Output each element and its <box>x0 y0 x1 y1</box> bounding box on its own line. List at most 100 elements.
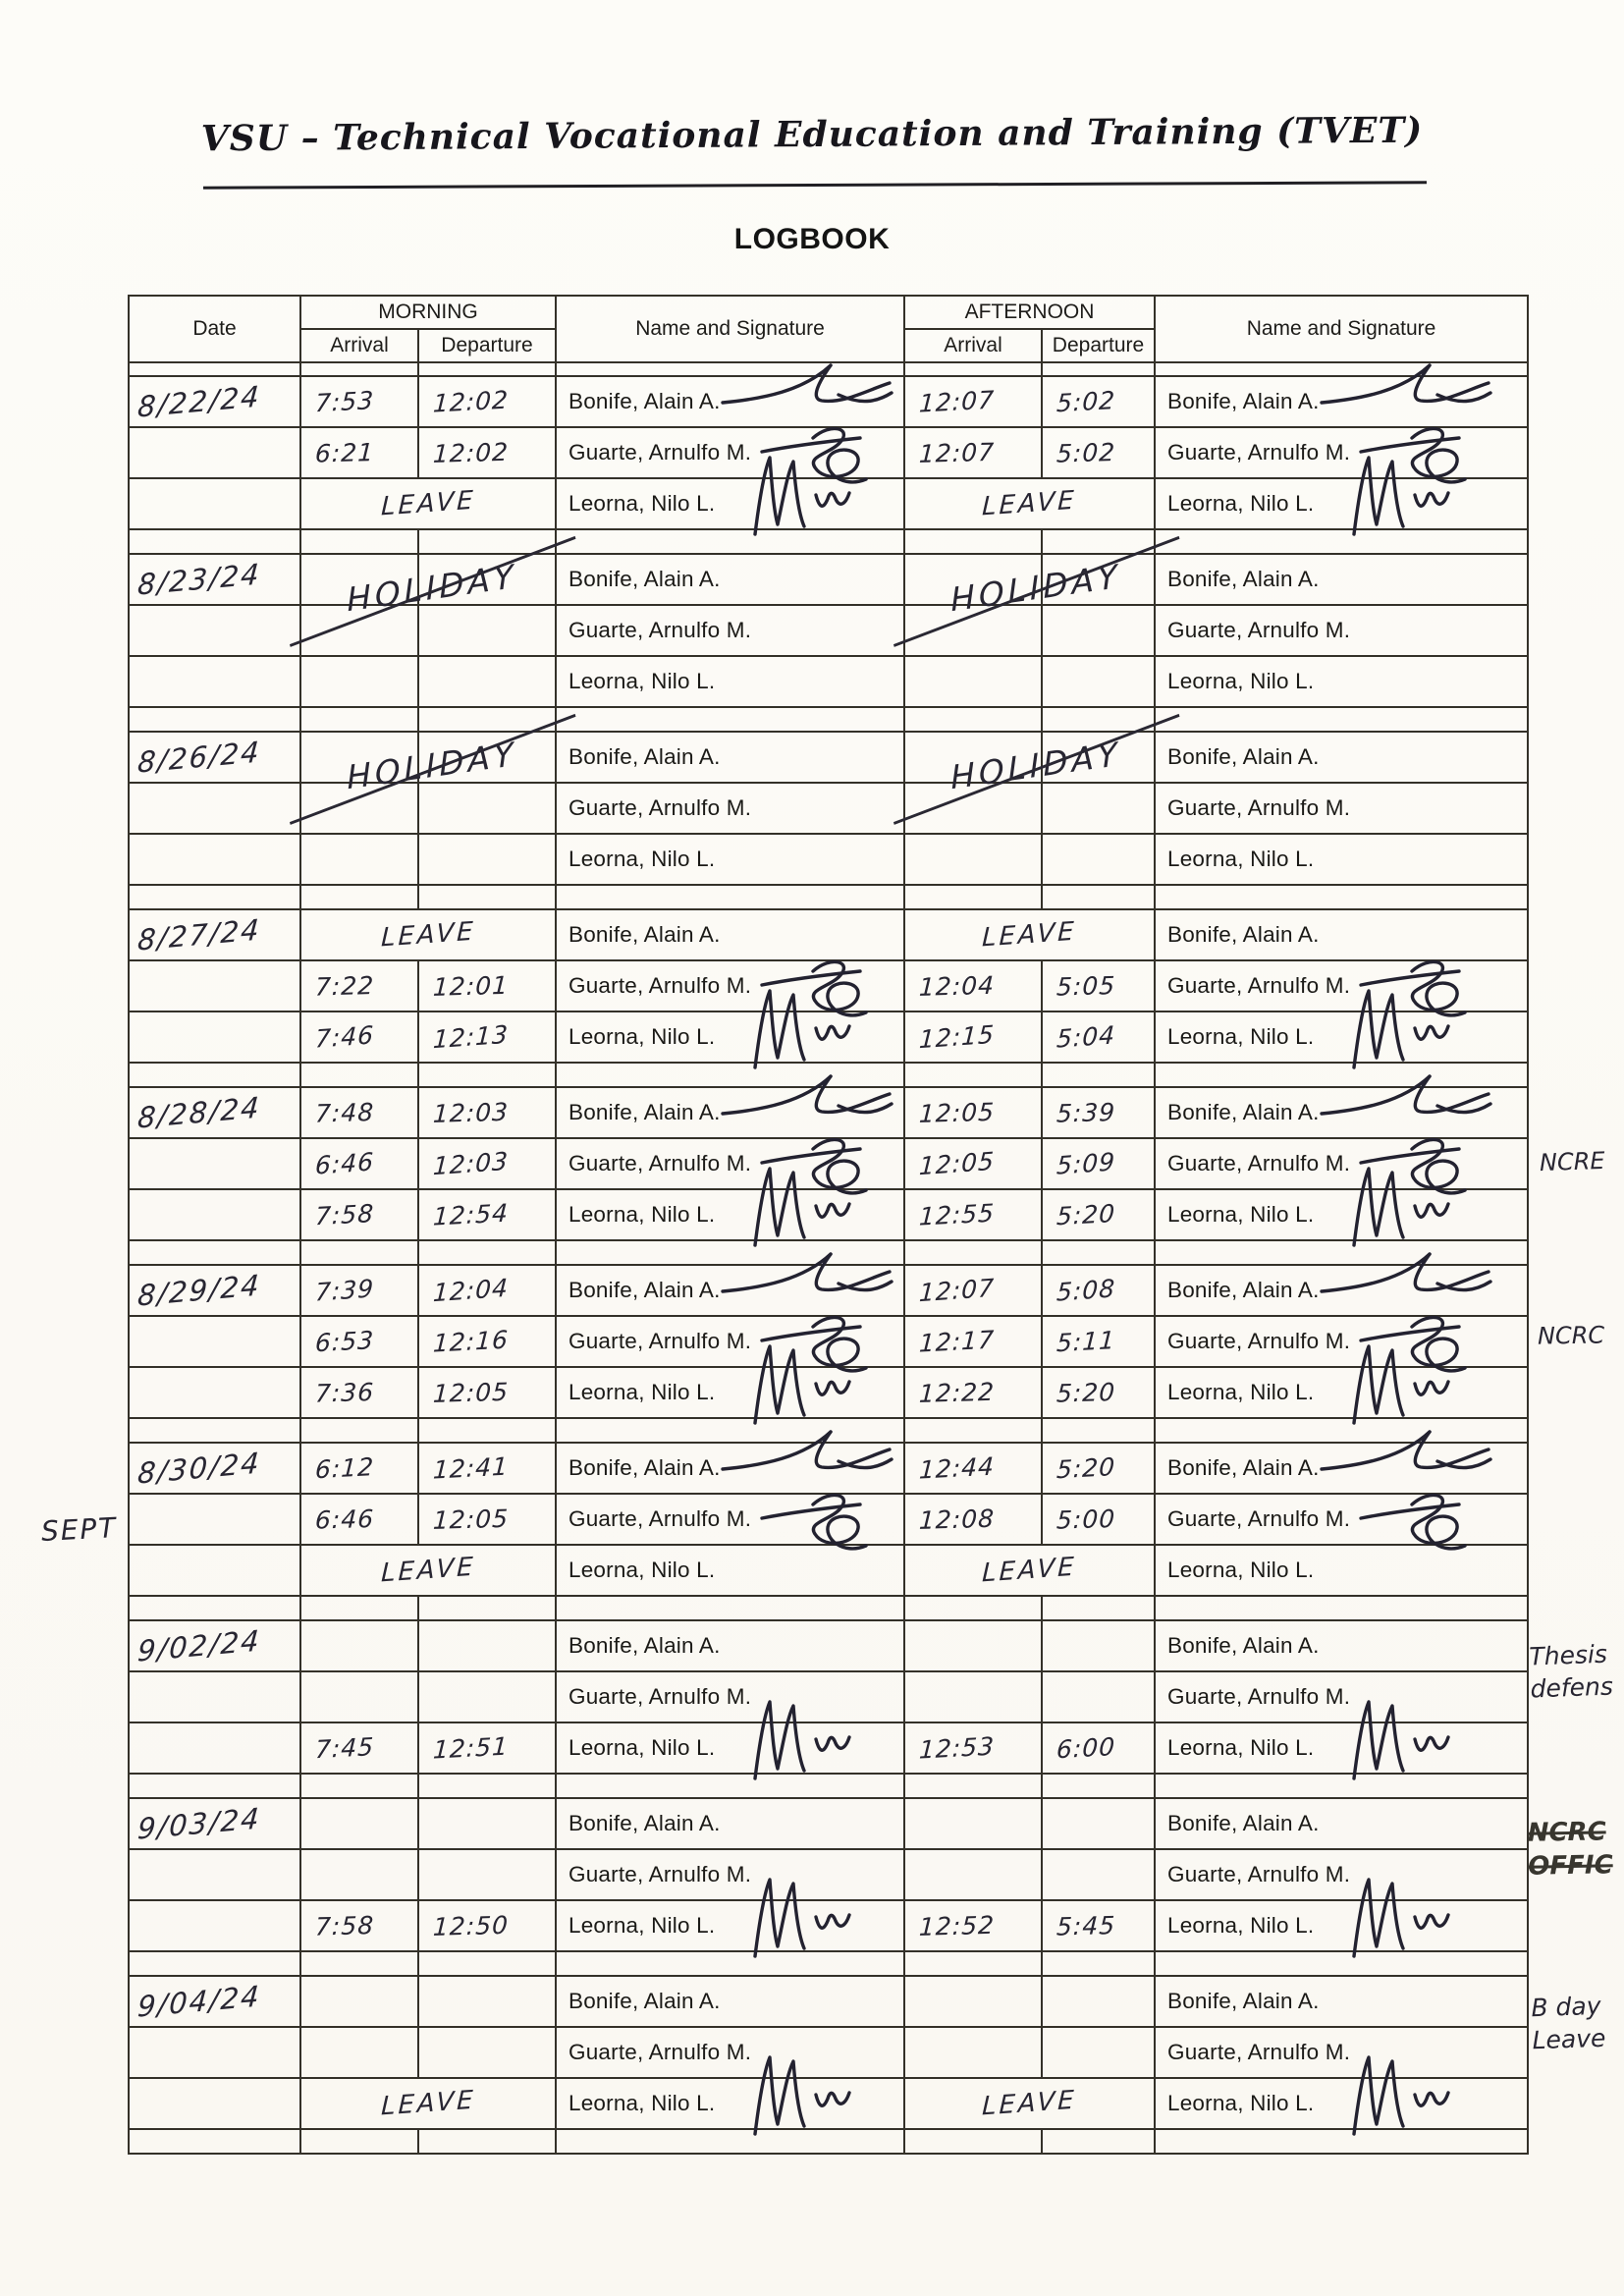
logbook-row: 8/30/24 6:12 12:41 Bonife, Alain A. 12:44 5:2… <box>128 1430 1529 1495</box>
date-cell: 9/02/24 <box>128 1619 301 1672</box>
arrival-time: 12:52 <box>918 1910 996 1941</box>
staff-name: Bonife, Alain A. <box>1167 389 1320 413</box>
spacer-cell <box>555 1773 905 1799</box>
logbook-row: Leorna, Nilo L. Leorna, Nilo L. <box>128 655 1529 708</box>
col-header-name-signature: Name and Signature <box>555 295 905 363</box>
date-cell <box>128 477 301 530</box>
departure-time: 5:02 <box>1056 437 1116 468</box>
afternoon-departure-cell <box>1041 1975 1156 2028</box>
leave-note: LEAVE <box>981 916 1078 954</box>
margin-note-thesis-defense: Thesis defens <box>1529 1639 1614 1706</box>
spacer-cell <box>417 2128 557 2155</box>
date-cell <box>128 1899 301 1952</box>
arrival-time: 12:22 <box>918 1377 996 1408</box>
name-cell: Guarte, Arnulfo M. <box>1154 1315 1529 1373</box>
arrival-time: 7:58 <box>314 1198 375 1230</box>
morning-arrival-cell: 7:58 <box>299 1899 419 1952</box>
spacer-cell <box>555 528 905 555</box>
name-cell: Bonife, Alain A. <box>1154 1430 1529 1495</box>
morning-departure-cell: 12:54 <box>417 1188 557 1241</box>
morning-arrival-cell: 6:46 <box>299 1493 419 1546</box>
logbook-row: 9/02/24 Bonife, Alain A. Bonife, Alain A. <box>128 1619 1529 1672</box>
morning-departure-cell: 12:16 <box>417 1315 557 1368</box>
morning-arrival-cell: 7:39 <box>299 1264 419 1317</box>
afternoon-leave-cell: LEAVE <box>903 477 1156 530</box>
logbook-row: 9/03/24 Bonife, Alain A. Bonife, Alain A. <box>128 1797 1529 1850</box>
name-cell: Leorna, Nilo L. <box>555 1544 905 1597</box>
spacer-row <box>128 528 1529 555</box>
morning-leave-cell: LEAVE <box>299 908 557 961</box>
staff-name: Leorna, Nilo L. <box>1167 2091 1315 2115</box>
handwritten-date: 9/02/24 <box>136 1623 262 1668</box>
spacer-cell <box>1154 1773 1529 1799</box>
morning-departure-cell <box>417 1848 557 1901</box>
leave-note: LEAVE <box>981 2085 1078 2122</box>
afternoon-leave-cell: LEAVE <box>903 1544 1156 1597</box>
afternoon-leave-cell: LEAVE <box>903 908 1156 961</box>
spacer-cell <box>128 361 301 377</box>
spacer-cell <box>1154 528 1529 555</box>
name-cell: Guarte, Arnulfo M. <box>1154 1137 1529 1195</box>
spacer-row <box>128 1950 1529 1977</box>
header-rule <box>202 181 1428 190</box>
name-cell: Leorna, Nilo L. <box>555 833 905 886</box>
name-cell: Bonife, Alain A. <box>1154 908 1529 961</box>
name-cell: Bonife, Alain A. <box>555 363 905 428</box>
staff-name: Bonife, Alain A. <box>568 1278 721 1302</box>
afternoon-arrival-cell: 12:05 <box>903 1086 1043 1139</box>
spacer-cell <box>299 1062 419 1088</box>
departure-time: 5:05 <box>1056 970 1116 1002</box>
margin-note-ncrc: NCRC <box>1537 1321 1605 1350</box>
spacer-cell <box>1041 1239 1156 1266</box>
spacer-cell <box>299 1239 419 1266</box>
afternoon-departure-cell <box>1041 604 1156 657</box>
spacer-cell <box>903 1239 1043 1266</box>
afternoon-departure-cell <box>1041 1670 1156 1723</box>
date-cell <box>128 1137 301 1190</box>
morning-arrival-cell <box>299 1670 419 1723</box>
staff-name: Guarte, Arnulfo M. <box>1167 795 1351 820</box>
arrival-time: 7:58 <box>314 1910 375 1941</box>
spacer-cell <box>1154 1950 1529 1977</box>
staff-name: Leorna, Nilo L. <box>568 2091 716 2115</box>
morning-departure-cell: 12:05 <box>417 1366 557 1419</box>
arrival-time: 12:55 <box>918 1198 996 1231</box>
name-cell: Leorna, Nilo L. <box>1154 833 1529 886</box>
spacer-cell <box>1041 2128 1156 2155</box>
morning-leave-cell: LEAVE <box>299 477 557 530</box>
staff-name: Guarte, Arnulfo M. <box>1167 1684 1351 1709</box>
spacer-cell <box>299 361 419 377</box>
morning-departure-cell: 12:02 <box>417 375 557 428</box>
morning-arrival-cell: 7:22 <box>299 959 419 1012</box>
arrival-time: 12:04 <box>918 970 996 1002</box>
staff-name: Guarte, Arnulfo M. <box>568 973 752 998</box>
morning-arrival-cell: HOLIDAY <box>299 553 518 619</box>
name-cell: Leorna, Nilo L. <box>1154 655 1529 708</box>
afternoon-departure-cell: 5:20 <box>1041 1188 1156 1241</box>
date-cell <box>128 833 301 886</box>
morning-departure-cell: 12:03 <box>417 1137 557 1190</box>
afternoon-departure-cell: 5:04 <box>1041 1011 1156 1064</box>
handwritten-date: 8/23/24 <box>136 557 262 602</box>
leave-note: LEAVE <box>981 485 1078 522</box>
logbook-row: 6:46 12:03 Guarte, Arnulfo M. 12:05 5:09 Guar… <box>128 1137 1529 1195</box>
staff-name: Guarte, Arnulfo M. <box>1167 973 1351 998</box>
name-cell: Guarte, Arnulfo M. <box>555 1848 905 1901</box>
logbook-row: Guarte, Arnulfo M. Guarte, Arnulfo M. <box>128 782 1529 835</box>
date-cell <box>128 1188 301 1241</box>
spacer-cell <box>1154 2128 1529 2155</box>
name-cell: Bonife, Alain A. <box>555 1074 905 1139</box>
afternoon-departure-cell: 5:20 <box>1041 1442 1156 1495</box>
arrival-time: 12:53 <box>918 1731 996 1765</box>
departure-time: 5:00 <box>1056 1503 1116 1535</box>
afternoon-arrival-cell <box>903 655 1043 708</box>
spacer-cell <box>903 706 1043 733</box>
departure-time: 12:54 <box>432 1198 510 1231</box>
date-cell <box>128 1722 301 1775</box>
afternoon-arrival-cell: 12:17 <box>903 1315 1043 1368</box>
name-cell: Leorna, Nilo L. <box>1154 456 1529 536</box>
handwritten-date: 9/04/24 <box>136 1979 262 2024</box>
morning-departure-cell: 12:13 <box>417 1011 557 1064</box>
name-cell: Leorna, Nilo L. <box>1154 1878 1529 1958</box>
afternoon-arrival-cell <box>903 1670 1043 1723</box>
